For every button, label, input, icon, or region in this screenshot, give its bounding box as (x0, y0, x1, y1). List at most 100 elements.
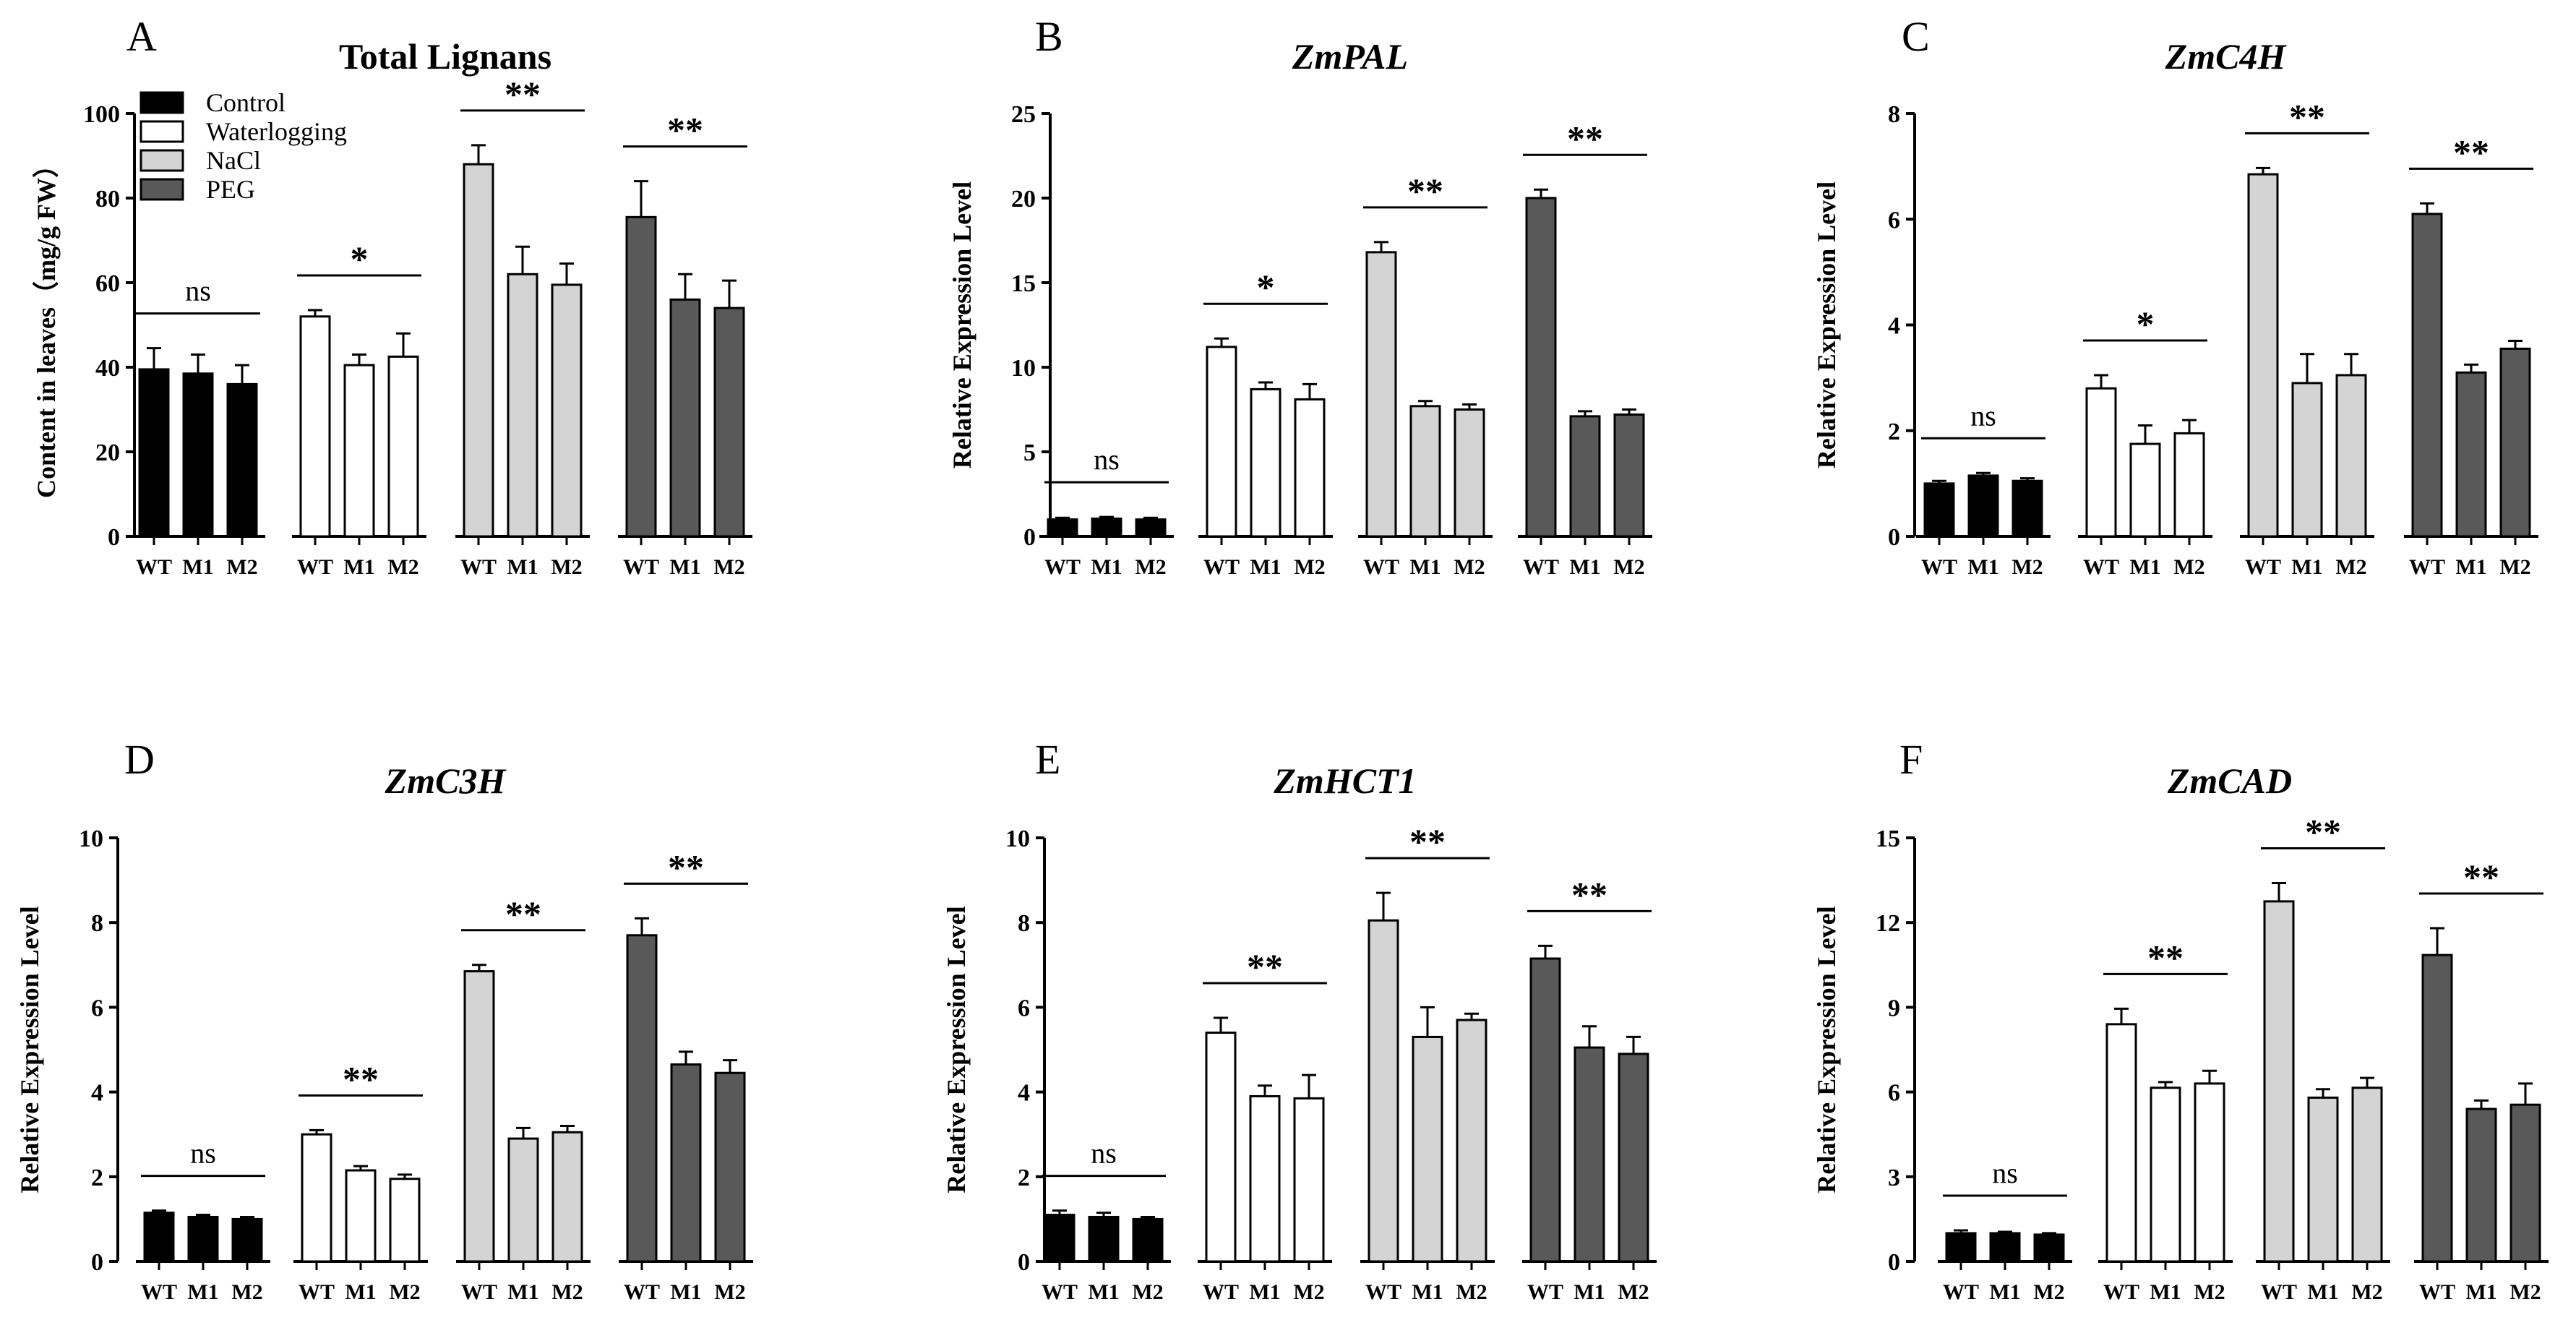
x-tick-label: M2 (2499, 555, 2530, 579)
y-tick-label: 10 (1005, 826, 1030, 852)
x-tick-label: M1 (345, 1280, 376, 1304)
panel-b: B ZmPAL 0 5 10 15 20 25 Relative Expression Leve… (948, 13, 1652, 579)
significance-label: ** (505, 74, 541, 114)
group-waterlogging: WT M1 M2 ** (1198, 946, 1332, 1304)
group-peg: WT M1 M2 ** (1518, 118, 1652, 579)
y-tick-label: 6 (1888, 207, 1900, 233)
x-tick-label: M1 (1088, 1280, 1119, 1304)
x-tick-label: M2 (2194, 1280, 2225, 1304)
x-tick-label: WT (1203, 1280, 1239, 1304)
significance-label: ** (2147, 937, 2184, 977)
bar (1294, 398, 1326, 538)
significance-label: ** (1407, 171, 1443, 211)
bar (1569, 415, 1601, 538)
x-tick-label: M1 (1989, 1280, 2020, 1304)
y-tick-label: 2 (1888, 419, 1900, 445)
group-nacl: WT M1 M2 ** (455, 74, 590, 579)
bar (187, 1215, 219, 1263)
bar (2263, 900, 2295, 1263)
x-tick-label: M2 (2033, 1280, 2064, 1304)
y-tick-label: 40 (95, 355, 120, 382)
bar (551, 283, 583, 538)
y-tick-label: 20 (95, 440, 120, 466)
bar (2510, 1103, 2541, 1263)
group-control: WT M1 M2 ns (1036, 1137, 1171, 1304)
x-tick-label: WT (2261, 1280, 2297, 1304)
x-tick-label: M1 (507, 555, 538, 579)
y-tick-label: 8 (1018, 910, 1030, 937)
bar (1205, 1032, 1237, 1263)
panel-letter: D (124, 736, 155, 783)
bar (343, 364, 375, 538)
x-tick-label: M1 (1249, 1280, 1280, 1304)
x-tick-label: WT (2245, 555, 2281, 579)
bar (507, 273, 538, 538)
x-tick-label: M1 (1412, 1280, 1443, 1304)
x-tick-label: M2 (2335, 555, 2366, 579)
bar (2499, 347, 2531, 538)
bar (1409, 405, 1441, 538)
x-tick-label: M1 (670, 1280, 701, 1304)
y-tick-label: 5 (1023, 440, 1036, 466)
x-tick-label: M2 (1135, 555, 1166, 579)
panel-letter: A (126, 13, 157, 60)
x-tick-label: WT (299, 1280, 335, 1304)
panel-letter: E (1035, 736, 1060, 783)
bar (2411, 213, 2443, 538)
significance-label: ** (2305, 812, 2341, 852)
x-tick-label: WT (460, 555, 497, 579)
x-tick-label: WT (2419, 1280, 2455, 1304)
significance-label: ** (667, 110, 703, 150)
x-tick-label: M1 (2150, 1280, 2181, 1304)
x-tick-label: M2 (1613, 555, 1644, 579)
bar (2150, 1087, 2181, 1263)
bar (2012, 479, 2043, 538)
bar (1250, 387, 1281, 538)
x-tick-label: M2 (551, 1280, 583, 1304)
x-tick-label: M2 (1132, 1280, 1163, 1304)
chart-title: ZmPAL (1292, 36, 1408, 77)
bar (226, 382, 258, 538)
significance-label: ** (505, 893, 541, 934)
group-waterlogging: WT M1 M2 ** (293, 1058, 428, 1304)
x-tick-label: M2 (2173, 555, 2204, 579)
x-tick-label: M2 (713, 555, 744, 579)
bar (1525, 197, 1557, 538)
x-tick-label: WT (1943, 1280, 1979, 1304)
bar (301, 1133, 332, 1263)
bar (713, 307, 745, 538)
bar (670, 1063, 702, 1263)
significance-label: ns (185, 275, 211, 307)
group-waterlogging: WT M1 M2 * (1198, 267, 1333, 579)
y-tick-label: 15 (1011, 270, 1036, 297)
bar (182, 372, 214, 538)
chart-title: ZmC3H (385, 760, 507, 801)
legend-label: NaCl (206, 146, 261, 175)
bar (2307, 1096, 2339, 1263)
group-peg: WT M1 M2 ** (619, 847, 753, 1304)
x-tick-label: M2 (714, 1280, 745, 1304)
group-waterlogging: WT M1 M2 ** (2098, 937, 2233, 1304)
bar (2129, 442, 2161, 538)
y-tick-label: 10 (79, 826, 103, 852)
bar (1456, 1019, 1487, 1263)
y-tick-label: 9 (1888, 995, 1900, 1021)
x-tick-label: M2 (231, 1280, 262, 1304)
y-tick-label: 100 (83, 101, 120, 128)
significance-label: ns (1094, 443, 1120, 476)
bar (1368, 919, 1399, 1263)
bar (2173, 432, 2205, 538)
x-tick-label: M1 (343, 555, 374, 579)
y-tick-label: 0 (1018, 1249, 1030, 1276)
x-tick-label: M1 (1091, 555, 1122, 579)
bar (299, 315, 331, 538)
y-axis-label: Relative Expression Level (1812, 906, 1841, 1193)
bar (2291, 382, 2323, 538)
bar (1132, 1217, 1164, 1263)
significance-label: ** (343, 1058, 379, 1099)
x-tick-label: WT (461, 1280, 497, 1304)
x-tick-label: M2 (387, 555, 418, 579)
group-control: WT M1 M2 ns (1916, 399, 2051, 579)
x-tick-label: WT (1044, 555, 1081, 579)
